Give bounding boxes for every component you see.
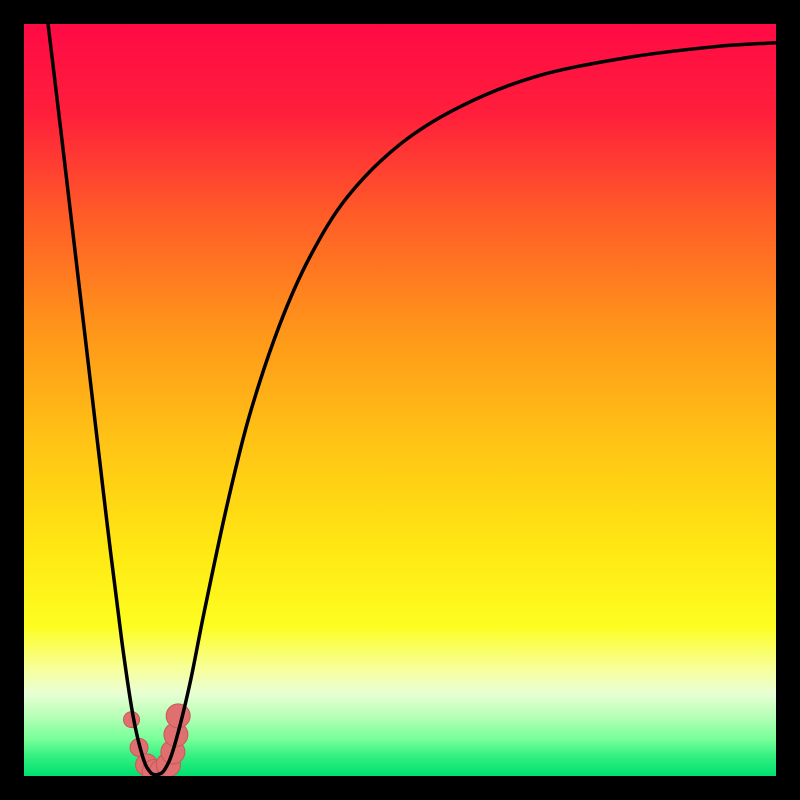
gradient-background [24,24,776,776]
data-marker [166,704,190,728]
chart-svg [0,0,800,800]
chart-container: TheBottleneck.com [0,0,800,800]
